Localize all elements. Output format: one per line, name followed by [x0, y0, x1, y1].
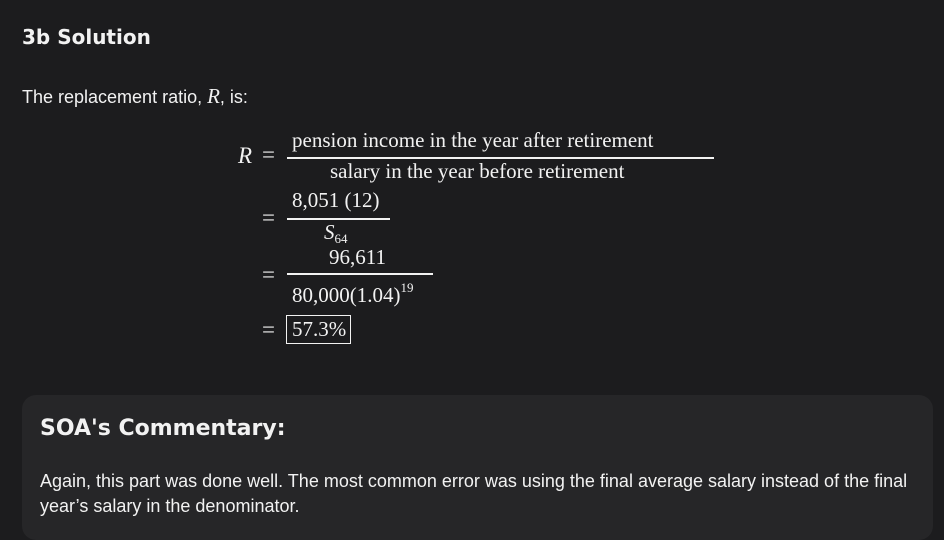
intro-text-before: The replacement ratio,: [22, 87, 208, 107]
equation-block: R = pension income in the year after ret…: [238, 128, 714, 344]
fraction2-bar: [287, 218, 390, 220]
intro-variable: R: [207, 84, 220, 108]
fraction3-numerator: 96,611: [329, 245, 386, 269]
fraction1-numerator: pension income in the year after retirem…: [292, 128, 654, 152]
fraction1-denominator: salary in the year before retirement: [330, 159, 625, 183]
solution-heading: 3b Solution: [22, 25, 151, 49]
commentary-card: SOA's Commentary: Again, this part was d…: [22, 395, 933, 540]
equation-lhs: R: [238, 143, 253, 168]
equals-sign-2: =: [262, 205, 275, 230]
equals-sign-3: =: [262, 262, 275, 287]
equals-sign-1: =: [262, 142, 275, 167]
fraction3-denominator-base: 80,000(1.04): [292, 283, 401, 307]
fraction3-denominator-exponent: 19: [400, 280, 414, 295]
fraction1-bar: [287, 157, 714, 159]
commentary-text: Again, this part was done well. The most…: [40, 471, 908, 516]
fraction3-bar: [287, 273, 433, 275]
intro-paragraph: The replacement ratio, R, is:: [22, 84, 248, 109]
commentary-title: SOA's Commentary:: [40, 416, 286, 441]
fraction2-denominator-base: S: [324, 220, 335, 244]
intro-text-after: , is:: [219, 87, 248, 107]
fraction2-numerator: 8,051 (12): [292, 188, 380, 212]
fraction2-denominator-subscript: 64: [334, 231, 348, 246]
fraction2-denominator: S64: [324, 220, 348, 246]
equals-sign-4: =: [262, 317, 275, 342]
fraction3-denominator: 80,000(1.04)19: [292, 280, 414, 308]
boxed-result: 57.3%: [286, 315, 352, 344]
